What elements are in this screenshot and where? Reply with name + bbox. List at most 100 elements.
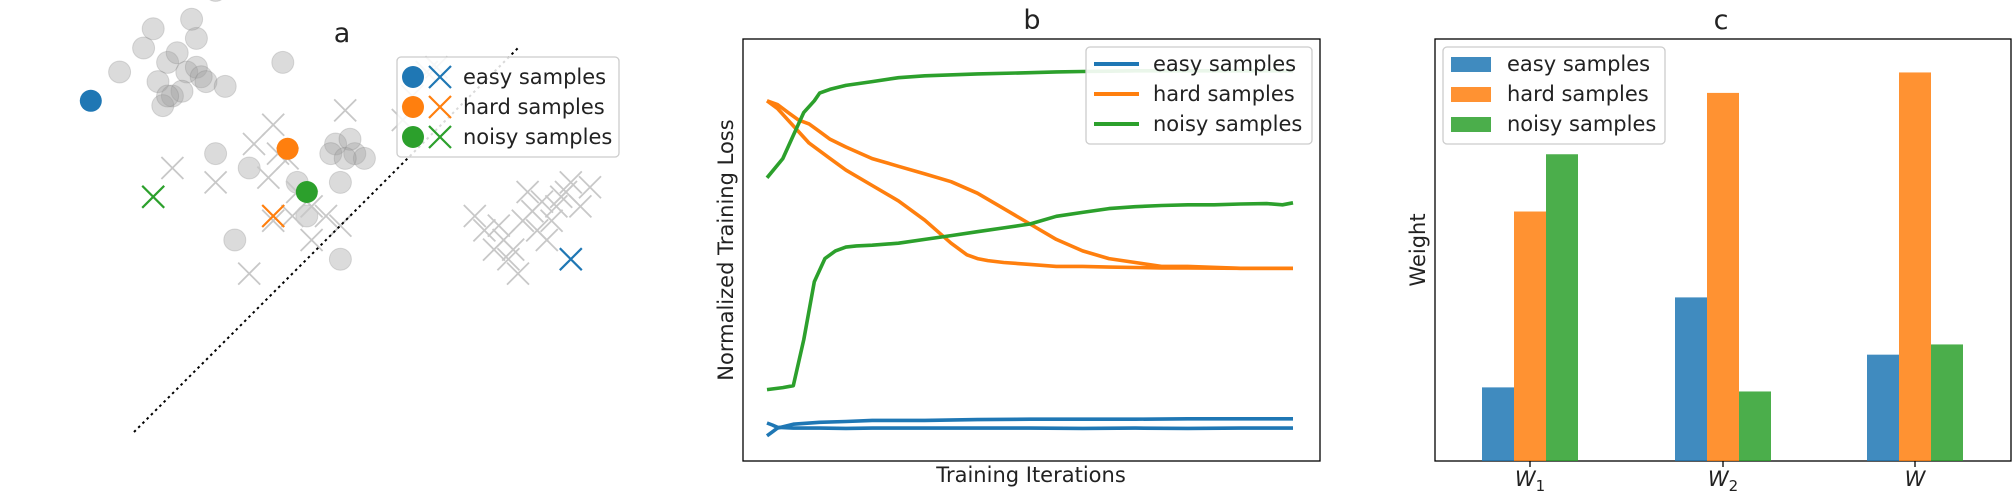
gray-sample-circle	[213, 74, 237, 98]
gray-sample-circle	[151, 94, 175, 118]
gray-sample-circle	[194, 70, 218, 94]
gray-sample-cross-stroke-2	[261, 209, 285, 233]
gray-sample-cross	[314, 204, 338, 228]
colored-samples-group	[79, 89, 583, 271]
legend-label-noisy: noisy samples	[463, 125, 612, 149]
bar-hard-W	[1899, 72, 1931, 461]
panel-b-xlabel: Training Iterations	[935, 463, 1126, 487]
gray-sample-cross	[530, 189, 554, 214]
gray-sample-cross	[299, 228, 324, 252]
gray-sample-cross-stroke-2	[568, 194, 593, 219]
gray-sample-circle	[352, 146, 376, 170]
panel-a-title: a	[334, 18, 351, 49]
gray-sample-cross-stroke-2	[160, 156, 185, 180]
gray-sample-circle	[156, 50, 180, 74]
easy-sample-cross	[559, 247, 583, 271]
gray-sample-circle	[209, 0, 222, 2]
legend-label-hard: hard samples	[463, 95, 605, 119]
legend-label-easy: easy samples	[1153, 52, 1296, 76]
gray-sample-cross	[242, 132, 266, 156]
gray-sample-cross-stroke-2	[280, 204, 305, 228]
gray-sample-cross-stroke-2	[559, 170, 583, 195]
gray-sample-cross	[463, 204, 487, 228]
gray-sample-cross-stroke-2	[256, 165, 281, 190]
gray-sample-circle	[343, 142, 367, 166]
bar-hard-W2	[1707, 92, 1739, 462]
legend-patch-easy	[1451, 57, 1491, 72]
gray-sample-cross	[328, 213, 353, 238]
gray-sample-circle	[146, 70, 170, 94]
gray-sample-cross	[482, 237, 506, 262]
gray-sample-cross-stroke-2	[242, 132, 266, 156]
panel-b-legend: easy samples hard samples noisy samples	[1085, 46, 1313, 145]
gray-sample-circle	[156, 84, 180, 108]
bar-easy-W2	[1675, 297, 1707, 461]
gray-sample-circle	[295, 204, 319, 228]
gray-sample-cross-stroke-2	[261, 113, 285, 137]
gray-sample-cross-stroke-2	[203, 170, 228, 195]
bar-easy-W1	[1482, 387, 1514, 461]
panel-c-legend: easy samples hard samples noisy samples	[1442, 46, 1666, 145]
gray-sample-circle	[237, 156, 261, 180]
gray-sample-cross-stroke-2	[237, 261, 261, 286]
easy-sample-cross-stroke-2	[559, 247, 583, 271]
gray-sample-cross	[261, 209, 285, 233]
gray-sample-cross-stroke-2	[482, 237, 506, 262]
gray-sample-circle	[108, 60, 132, 84]
panel-c-ylabel: Weight	[1406, 213, 1430, 286]
panel-b-ylabel: Normalized Training Loss	[714, 119, 738, 380]
gray-sample-cross	[506, 261, 530, 286]
gray-sample-cross-stroke-2	[549, 185, 573, 209]
legend-patch-noisy	[1451, 117, 1491, 132]
gray-sample-cross	[578, 175, 602, 199]
gray-sample-cross	[472, 218, 497, 243]
legend-cross-noisy	[428, 125, 452, 149]
decision-line	[133, 47, 519, 433]
hard-sample-circle	[276, 137, 299, 160]
x-tick-label: W1	[1515, 467, 1545, 495]
panel-b-title: b	[1023, 5, 1040, 36]
gray-sample-cross	[256, 165, 281, 190]
legend-label-easy: easy samples	[1507, 52, 1650, 76]
gray-sample-cross-stroke-2	[463, 204, 487, 228]
gray-sample-cross	[568, 194, 593, 219]
gray-sample-circle	[141, 17, 165, 41]
loss-line-hard-2	[766, 99, 1293, 271]
legend-label-noisy: noisy samples	[1153, 112, 1302, 136]
gray-sample-circle	[184, 26, 208, 50]
gray-sample-cross-stroke-2	[578, 175, 602, 199]
bar-noisy-W2	[1739, 391, 1771, 461]
gray-sample-cross	[333, 98, 357, 123]
gray-sample-circle	[271, 50, 295, 74]
legend-cross-noisy-stroke-2	[428, 125, 452, 149]
noisy-sample-circle	[295, 181, 318, 203]
x-tick-label: W	[1905, 467, 1927, 491]
gray-sample-cross	[160, 156, 185, 180]
legend-label-hard: hard samples	[1507, 82, 1649, 106]
panel-b-line-chart: b Training Iterations Normalized Trainin…	[714, 5, 1321, 487]
gray-circles-group	[108, 0, 376, 271]
gray-sample-circle	[333, 146, 357, 170]
gray-sample-cross-stroke-2	[515, 180, 540, 204]
gray-sample-cross-stroke-2	[299, 228, 324, 252]
gray-sample-cross	[203, 170, 228, 195]
hard-sample-cross	[261, 204, 285, 228]
bar-easy-W	[1867, 354, 1899, 461]
legend-cross-hard-stroke-2	[428, 95, 452, 119]
panel-a-legend: easy samples hard samples noisy samples	[396, 56, 620, 158]
gray-sample-cross	[539, 209, 564, 233]
loss-line-hard-3	[765, 99, 1293, 271]
noisy-sample-cross	[141, 185, 165, 209]
gray-sample-circle	[132, 36, 156, 60]
gray-sample-circle	[328, 170, 352, 194]
legend-box	[1085, 46, 1313, 145]
gray-sample-cross-stroke-2	[333, 98, 357, 123]
gray-sample-cross-stroke-2	[314, 204, 338, 228]
gray-sample-circle	[324, 132, 348, 156]
x-ticks-group: W1 W2 W	[1515, 461, 1927, 495]
gray-sample-cross	[515, 180, 540, 204]
loss-line-easy-1	[766, 421, 1293, 431]
noisy-sample-cross-stroke-2	[141, 185, 165, 209]
legend-cross-easy-stroke-2	[428, 65, 452, 89]
